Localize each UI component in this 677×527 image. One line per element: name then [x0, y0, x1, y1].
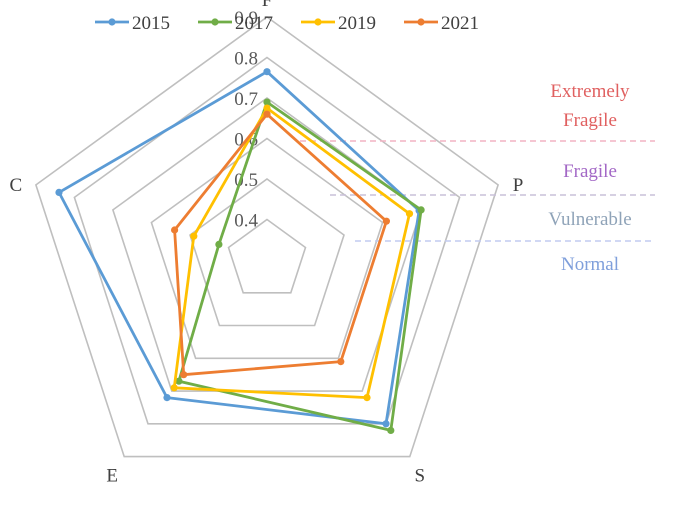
data-point — [263, 104, 271, 112]
data-point — [263, 110, 271, 118]
series-line — [177, 100, 423, 432]
legend-marker — [314, 18, 322, 26]
legend-marker — [211, 18, 219, 26]
data-point — [337, 358, 345, 366]
axis-labels: F P S E C — [10, 0, 524, 487]
data-point — [55, 188, 63, 196]
grid-ring-5 — [227, 218, 307, 294]
tick-label: 0.9 — [234, 8, 258, 29]
data-point — [175, 377, 183, 385]
legend-label: 2019 — [338, 13, 376, 34]
legend-item-2019: 2019 — [301, 13, 376, 34]
data-point — [263, 98, 271, 106]
fragility-zones: Extremely Fragile Fragile Vulnerable Normal — [300, 81, 655, 275]
legend-label: 2021 — [441, 13, 479, 34]
data-point — [190, 232, 198, 240]
tick-label: 0.7 — [234, 89, 258, 110]
legend-item-2015: 2015 — [95, 13, 170, 34]
data-point — [171, 226, 179, 234]
tick-label: 0.8 — [234, 49, 258, 70]
series-2017 — [175, 98, 425, 434]
grid-ring-0 — [34, 16, 500, 458]
legend: 2015 2017 2019 2021 — [95, 13, 479, 34]
tick-label: 0.4 — [234, 211, 258, 232]
series-2019 — [170, 104, 414, 402]
data-point — [180, 371, 188, 379]
data-point — [363, 394, 371, 402]
grid-ring-1 — [73, 56, 461, 425]
legend-item-2021: 2021 — [404, 13, 479, 34]
grid-ring-4 — [189, 178, 345, 327]
series-line — [173, 112, 388, 377]
grid-ring-3 — [150, 137, 384, 360]
series-group — [55, 68, 425, 434]
zone-label: Fragile — [563, 110, 617, 131]
data-point — [417, 206, 425, 214]
zone-label: Extremely — [550, 81, 630, 102]
axis-label-S: S — [415, 466, 426, 487]
zone-label: Vulnerable — [548, 209, 631, 230]
radar-grid — [34, 16, 500, 458]
axis-label-F: F — [262, 0, 273, 11]
legend-item-2017: 2017 — [198, 13, 273, 34]
axis-label-E: E — [106, 466, 118, 487]
legend-label: 2015 — [132, 13, 170, 34]
zone-label: Normal — [561, 254, 619, 275]
data-point — [215, 240, 223, 248]
series-line — [57, 70, 421, 426]
data-point — [405, 210, 414, 218]
series-line — [172, 106, 411, 400]
data-point — [163, 394, 171, 402]
axis-label-C: C — [10, 175, 23, 196]
data-point — [382, 420, 390, 428]
series-2021 — [171, 110, 390, 379]
legend-marker — [417, 18, 425, 26]
legend-marker — [108, 18, 116, 26]
axis-label-P: P — [513, 175, 524, 196]
data-point — [382, 217, 390, 225]
data-point — [170, 384, 178, 392]
data-point — [263, 68, 271, 76]
data-point — [387, 426, 395, 434]
zone-label: Fragile — [563, 161, 617, 182]
legend-label: 2017 — [235, 13, 273, 34]
